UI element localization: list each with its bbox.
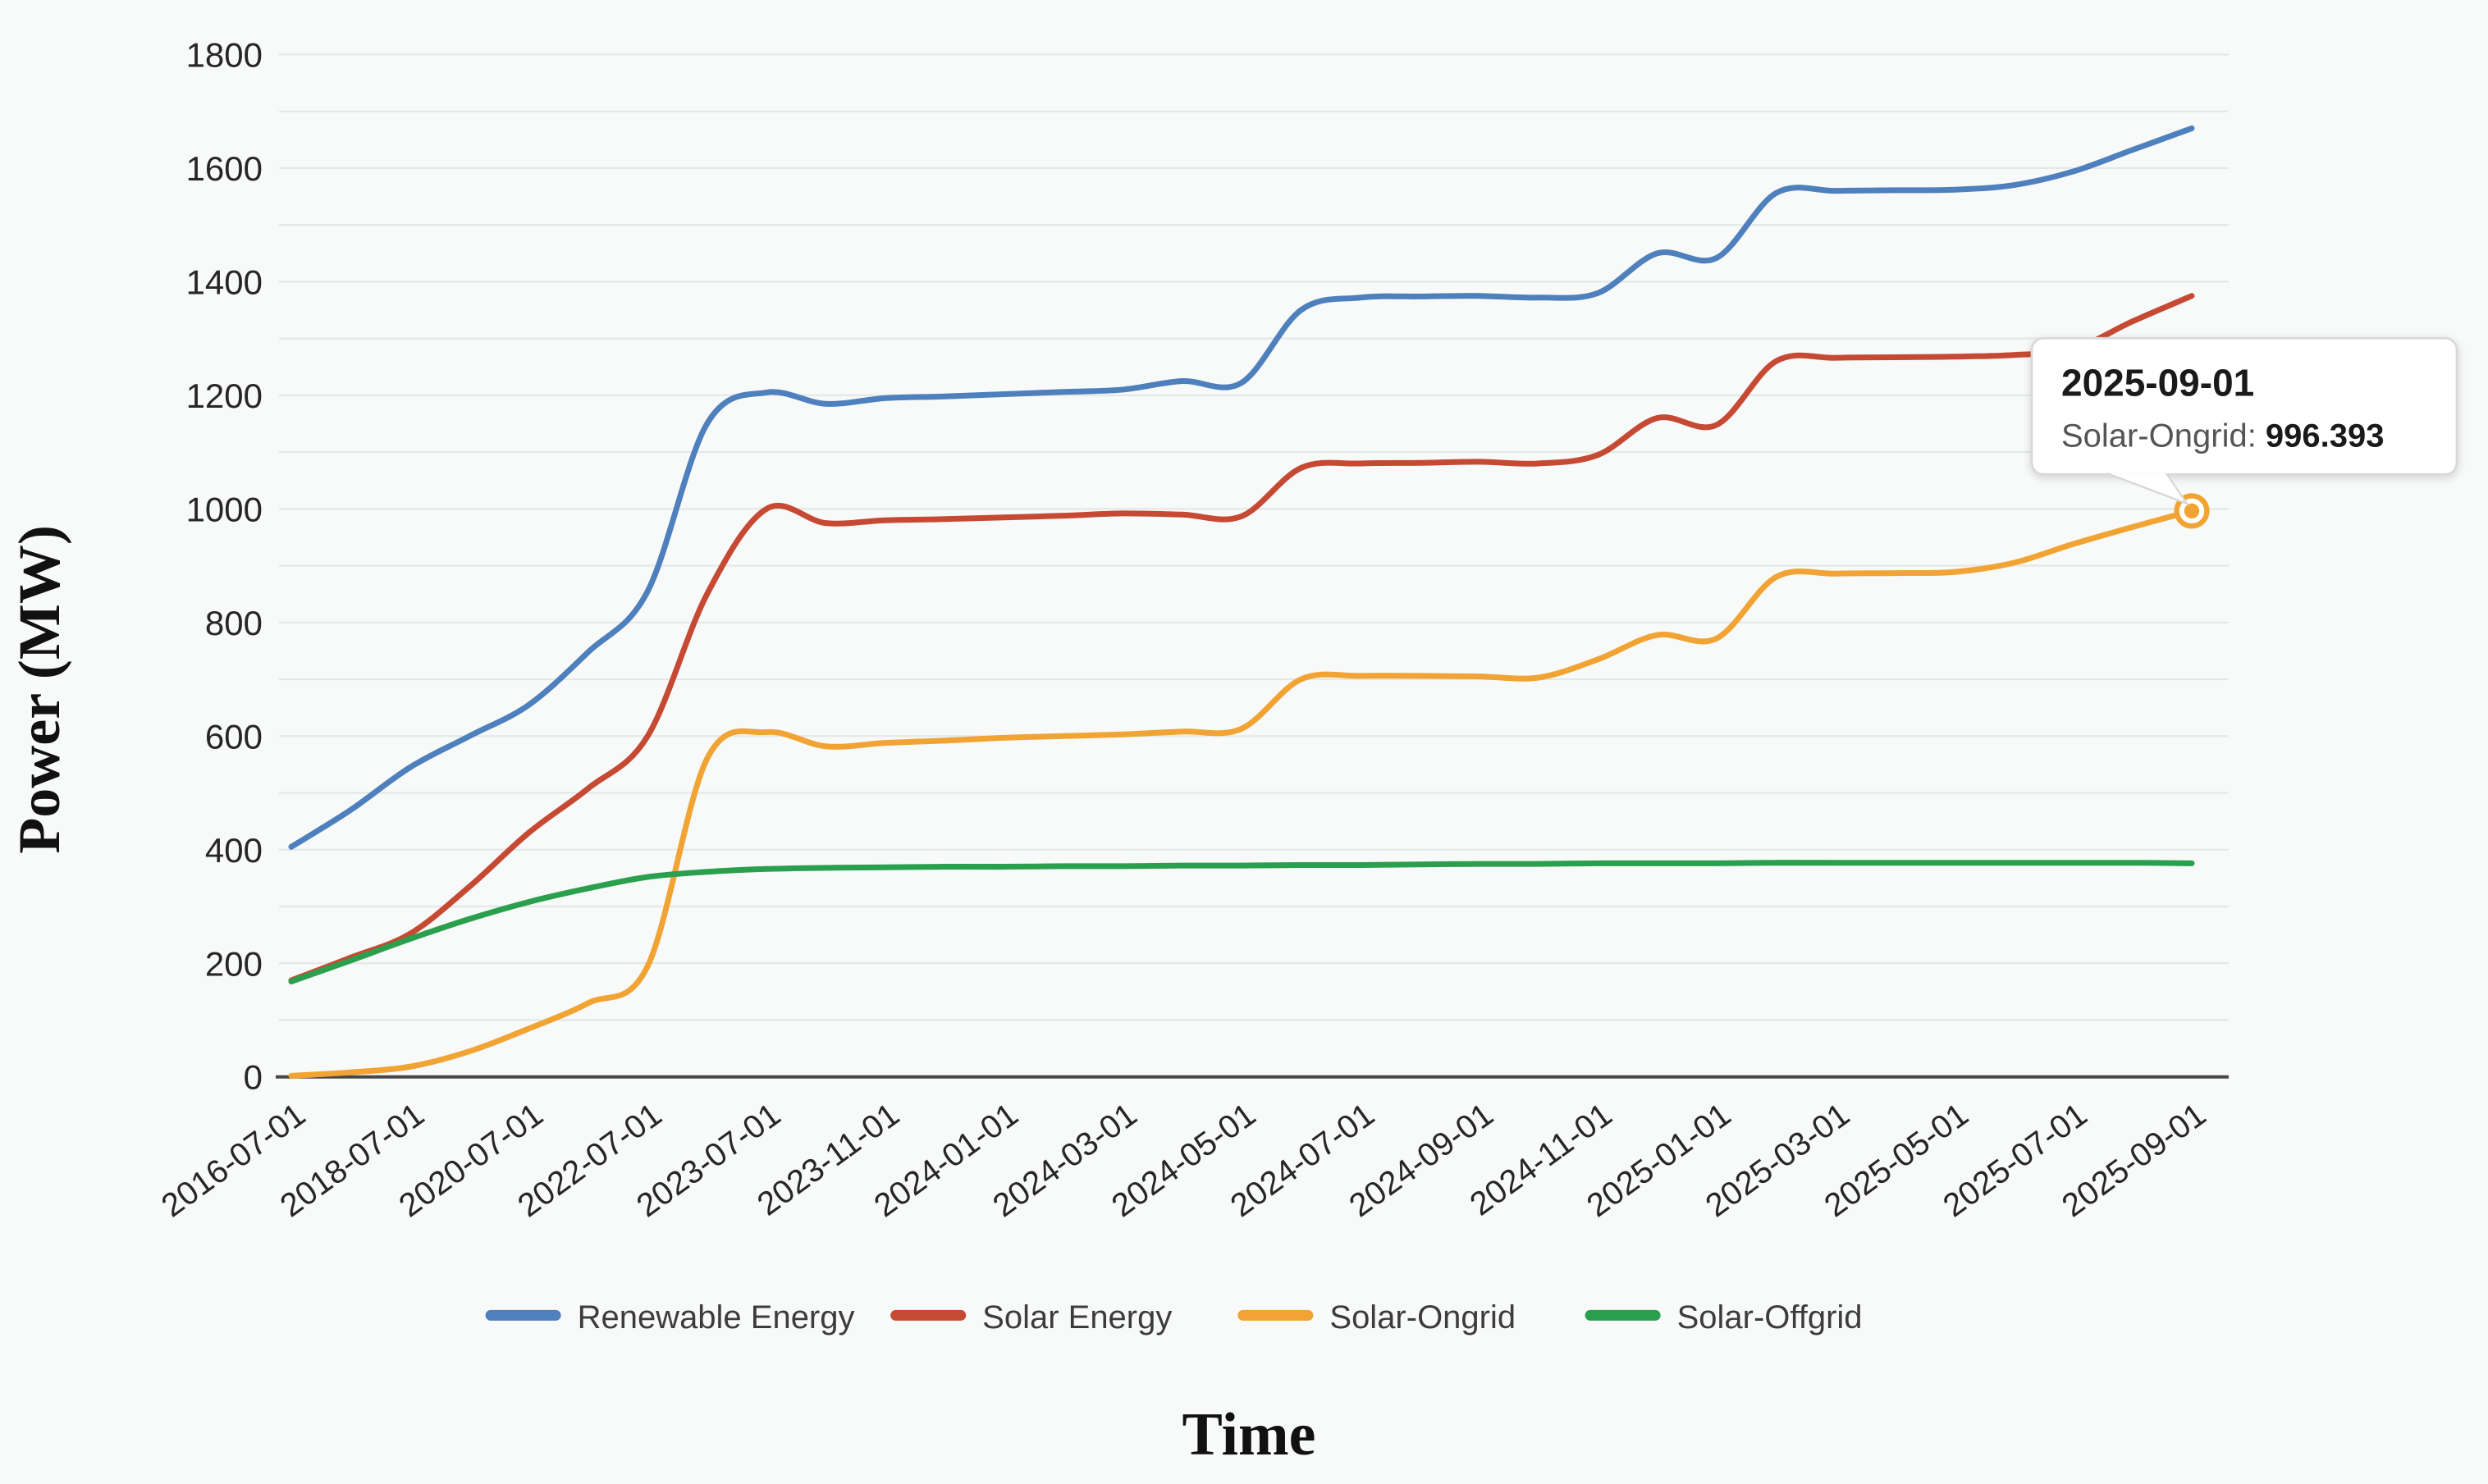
legend-swatch-renewable-energy	[485, 1309, 561, 1321]
legend: Renewable Energy Solar Energy Solar-Ongrid…	[485, 1299, 1863, 1336]
series-line-solar-energy[interactable]	[288, 293, 2195, 984]
y-tick-label: 0	[244, 1058, 263, 1097]
series-line-solar-offgrid[interactable]	[288, 860, 2195, 984]
legend-swatch-solar-energy	[890, 1309, 967, 1321]
tooltip-box	[2030, 336, 2458, 476]
series-line-renewable-energy[interactable]	[288, 125, 2195, 850]
y-tick-label: 600	[205, 717, 263, 756]
y-tick-label: 1200	[186, 377, 263, 415]
y-tick-label: 1800	[186, 35, 263, 74]
legend-label: Solar-Offgrid	[1677, 1299, 1863, 1336]
legend-swatch-solar-offgrid	[1585, 1309, 1661, 1321]
y-tick-label: 1600	[186, 149, 263, 188]
legend-item-solar-offgrid[interactable]: Solar-Offgrid	[1585, 1299, 1863, 1336]
series-lines	[288, 125, 2195, 1079]
tooltip-pointer	[2106, 472, 2190, 506]
legend-item-solar-ongrid[interactable]: Solar-Ongrid	[1237, 1299, 1516, 1336]
tooltip-value-line: Solar-Ongrid: 996.393	[2061, 418, 2384, 454]
y-axis-tick-labels: 0 200 400 600 800 1000 1200 1400 1600 1800	[186, 35, 263, 1096]
legend-label: Solar-Ongrid	[1329, 1299, 1516, 1336]
y-tick-label: 400	[205, 831, 263, 870]
legend-item-renewable-energy[interactable]: Renewable Energy	[485, 1299, 855, 1336]
tooltip: 2025-09-01 Solar-Ongrid: 996.393	[2030, 336, 2458, 506]
tooltip-series-label: Solar-Ongrid:	[2061, 418, 2266, 454]
y-axis-title: Power (MW)	[7, 525, 72, 854]
legend-item-solar-energy[interactable]: Solar Energy	[890, 1299, 1172, 1336]
y-tick-label: 800	[205, 604, 263, 642]
marker-center-dot	[2184, 503, 2200, 519]
y-tick-label: 1000	[186, 490, 263, 528]
series-line-solar-ongrid[interactable]	[288, 508, 2195, 1079]
y-tick-label: 200	[205, 944, 263, 983]
tooltip-value: 996.393	[2266, 418, 2385, 454]
legend-swatch-solar-ongrid	[1237, 1309, 1314, 1321]
y-tick-label: 1400	[186, 263, 263, 301]
grid	[276, 53, 2229, 1079]
legend-label: Renewable Energy	[578, 1299, 855, 1336]
legend-label: Solar Energy	[982, 1299, 1172, 1336]
tooltip-date: 2025-09-01	[2061, 361, 2254, 404]
x-axis-title: Time	[1182, 1401, 1315, 1468]
